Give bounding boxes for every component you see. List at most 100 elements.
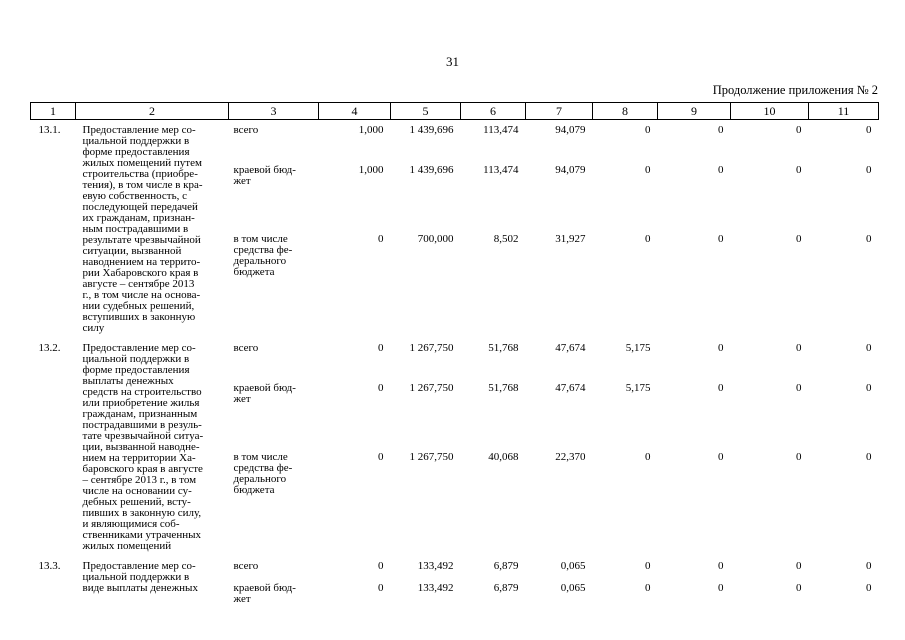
budget-type-cell: краевой бюд- жет xyxy=(233,164,296,187)
table-subrow-13-2-regional: краевой бюд- жет 0 1 267,750 51,768 47,6… xyxy=(31,372,879,441)
value-cell: 1 267,750 xyxy=(409,381,454,394)
value-cell: 0 xyxy=(718,381,724,394)
budget-type-cell: в том числе средства фе- дерального бюдж… xyxy=(233,450,293,496)
value-cell: 113,474 xyxy=(483,124,519,136)
value-cell: 47,674 xyxy=(555,342,586,354)
value-cell: 0 xyxy=(718,560,724,572)
table-row-13-1: 13.1. Предоставление мер со- циальной по… xyxy=(31,120,879,334)
table-subrow-13-3-regional: краевой бюд- жет 0 133,492 6,879 0,065 0… xyxy=(31,572,879,605)
value-cell: 0 xyxy=(718,124,724,136)
column-number: 6 xyxy=(460,102,526,120)
value-cell: 51,768 xyxy=(488,342,519,354)
column-number: 8 xyxy=(592,102,658,120)
continuation-note: Продолжение приложения № 2 xyxy=(712,83,878,97)
page-number: 31 xyxy=(446,54,459,69)
column-number: 4 xyxy=(318,102,391,120)
column-number: 2 xyxy=(75,102,229,120)
value-cell: 94,079 xyxy=(555,124,586,136)
table-row-13-3: 13.3. Предоставление мер со- циальной по… xyxy=(31,556,879,594)
value-cell: 0 xyxy=(645,450,651,463)
value-cell: 31,927 xyxy=(555,233,586,245)
value-cell: 0 xyxy=(796,381,802,394)
value-cell: 1 267,750 xyxy=(409,342,454,354)
column-number: 11 xyxy=(808,102,879,120)
value-cell: 0 xyxy=(866,560,872,572)
value-cell: 0 xyxy=(718,582,724,594)
value-cell: 94,079 xyxy=(555,164,586,176)
table-subrow-13-1-regional: краевой бюд- жет 1,000 1 439,696 113,474… xyxy=(31,154,879,223)
value-cell: 0 xyxy=(796,233,802,245)
column-number: 7 xyxy=(525,102,593,120)
value-cell: 0 xyxy=(378,381,384,394)
value-cell: 0 xyxy=(866,124,872,136)
value-cell: 0 xyxy=(718,450,724,463)
value-cell: 0 xyxy=(645,582,651,594)
value-cell: 0 xyxy=(378,233,384,245)
table-subrow-13-2-federal: в том числе средства фе- дерального бюдж… xyxy=(31,441,879,556)
value-cell: 0 xyxy=(866,233,872,245)
value-cell: 0,065 xyxy=(560,582,586,594)
value-cell: 1 439,696 xyxy=(409,164,454,176)
value-cell: 0 xyxy=(796,560,802,572)
table-row-13-2: 13.2. Предоставление мер со- циальной по… xyxy=(31,338,879,552)
value-cell: 5,175 xyxy=(625,381,651,394)
value-cell: 133,492 xyxy=(417,560,454,572)
column-number: 3 xyxy=(228,102,319,120)
table-subrow-13-1-federal: в том числе средства фе- дерального бюдж… xyxy=(31,223,879,338)
value-cell: 0 xyxy=(866,164,872,176)
column-number: 1 xyxy=(30,102,76,120)
description-cell: Предоставление мер со- циальной поддержк… xyxy=(82,560,198,594)
value-cell: 6,879 xyxy=(493,582,519,594)
value-cell: 0 xyxy=(378,342,384,354)
value-cell: 133,492 xyxy=(417,582,454,594)
value-cell: 0 xyxy=(796,164,802,176)
value-cell: 0 xyxy=(378,450,384,463)
value-cell: 0 xyxy=(866,450,872,463)
column-number-row: 1 2 3 4 5 6 7 8 9 10 11 xyxy=(30,102,879,120)
row-number-cell: 13.2. xyxy=(38,342,61,354)
appendix-table: 1 2 3 4 5 6 7 8 9 10 11 13.1. Предоставл… xyxy=(30,102,879,605)
value-cell: 0 xyxy=(866,381,872,394)
description-cell: Предоставление мер со- циальной поддержк… xyxy=(82,124,203,334)
row-number-cell: 13.1. xyxy=(38,124,61,136)
value-cell: 0 xyxy=(796,342,802,354)
value-cell: 0 xyxy=(378,582,384,594)
value-cell: 0 xyxy=(645,164,651,176)
value-cell: 0 xyxy=(718,233,724,245)
budget-type-cell: всего xyxy=(233,560,259,572)
budget-type-cell: всего xyxy=(233,342,259,354)
value-cell: 5,175 xyxy=(625,342,651,354)
value-cell: 1,000 xyxy=(358,164,384,176)
value-cell: 47,674 xyxy=(555,381,586,394)
table-body: 13.1. Предоставление мер со- циальной по… xyxy=(31,120,879,606)
budget-type-cell: краевой бюд- жет xyxy=(233,381,296,405)
value-cell: 0,065 xyxy=(560,560,586,572)
value-cell: 0 xyxy=(718,342,724,354)
value-cell: 0 xyxy=(866,582,872,594)
value-cell: 22,370 xyxy=(555,450,586,463)
column-number: 5 xyxy=(390,102,461,120)
value-cell: 700,000 xyxy=(417,233,454,245)
column-number: 10 xyxy=(730,102,809,120)
value-cell: 51,768 xyxy=(488,381,519,394)
value-cell: 113,474 xyxy=(483,164,519,176)
value-cell: 0 xyxy=(645,124,651,136)
value-cell: 0 xyxy=(796,582,802,594)
value-cell: 1 267,750 xyxy=(409,450,454,463)
value-cell: 8,502 xyxy=(493,233,519,245)
value-cell: 0 xyxy=(796,450,802,463)
value-cell: 1 439,696 xyxy=(409,124,454,136)
budget-type-cell: в том числе средства фе- дерального бюдж… xyxy=(233,233,293,278)
value-cell: 0 xyxy=(866,342,872,354)
table-header: 1 2 3 4 5 6 7 8 9 10 11 xyxy=(30,102,879,120)
column-number: 9 xyxy=(657,102,731,120)
row-number-cell: 13.3. xyxy=(38,560,61,572)
budget-type-cell: краевой бюд- жет xyxy=(233,582,296,605)
value-cell: 0 xyxy=(796,124,802,136)
value-cell: 0 xyxy=(645,233,651,245)
value-cell: 1,000 xyxy=(358,124,384,136)
value-cell: 0 xyxy=(718,164,724,176)
description-cell: Предоставление мер со- циальной поддержк… xyxy=(82,342,204,552)
value-cell: 0 xyxy=(645,560,651,572)
value-cell: 0 xyxy=(378,560,384,572)
